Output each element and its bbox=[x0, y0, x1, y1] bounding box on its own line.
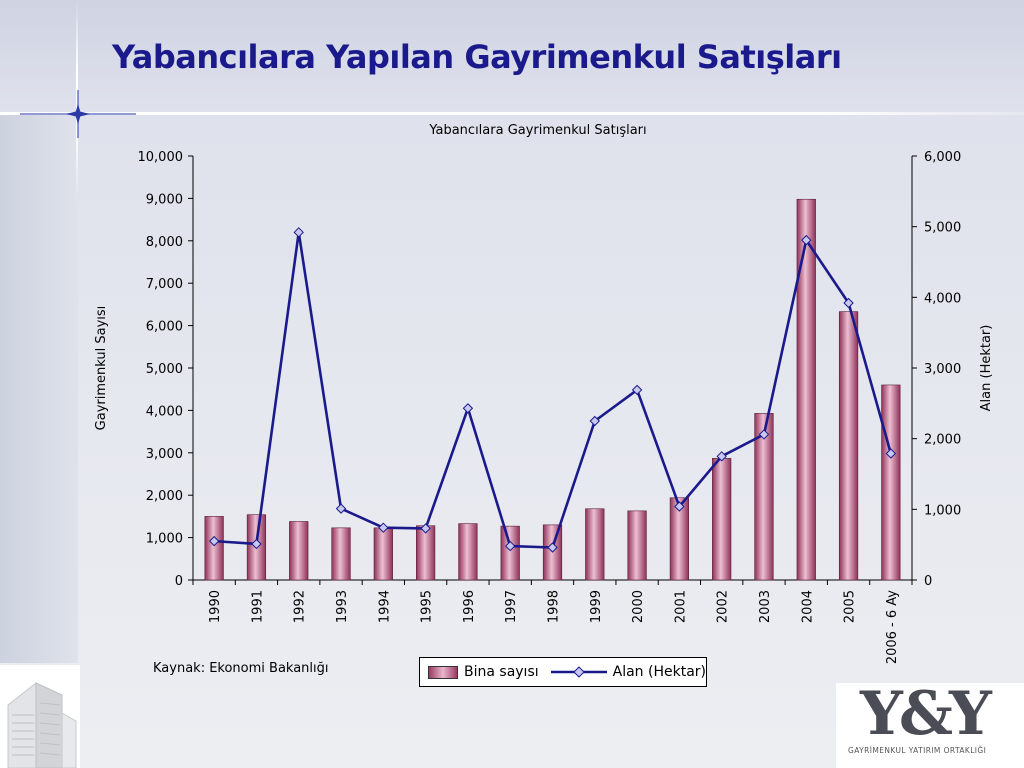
y-left-tick-label: 10,000 bbox=[138, 150, 184, 165]
legend-bar-swatch bbox=[428, 665, 458, 679]
y-left-tick-label: 0 bbox=[175, 574, 183, 589]
header-band bbox=[0, 0, 1024, 113]
x-tick-label: 2002 bbox=[716, 590, 731, 623]
bar bbox=[458, 523, 478, 581]
chart-title: Yabancılara Gayrimenkul Satışları bbox=[428, 123, 646, 138]
bar bbox=[627, 510, 647, 581]
bar bbox=[585, 508, 605, 581]
bar bbox=[881, 384, 901, 581]
y-left-tick-label: 4,000 bbox=[146, 404, 183, 419]
slide-title: Yabancılara Yapılan Gayrimenkul Satışlar… bbox=[112, 38, 842, 76]
legend-label-bars: Bina sayısı bbox=[464, 664, 539, 680]
tick-labels: 0 1,000 2,000 3,000 4,000 5,000 6,000 7,000 8,00… bbox=[138, 150, 962, 664]
line-point bbox=[293, 227, 304, 238]
line-series bbox=[208, 227, 897, 553]
line-point bbox=[335, 503, 347, 514]
y-left-tick-label: 3,000 bbox=[146, 447, 183, 462]
x-tick-label: 2006 - 6 Ay bbox=[885, 590, 900, 664]
line-path bbox=[214, 231, 893, 549]
chart-legend: Bina sayısı Alan (Hektar) bbox=[419, 657, 707, 687]
y-right-tick-label: 3,000 bbox=[924, 362, 961, 377]
line-point bbox=[589, 415, 601, 427]
line-point bbox=[378, 522, 389, 533]
bar-series bbox=[204, 198, 901, 581]
left-decor-strip bbox=[0, 113, 78, 663]
company-logo-subtitle: GAYRİMENKUL YATIRIM ORTAKLIĞI bbox=[848, 746, 987, 755]
x-tick-label: 1992 bbox=[293, 590, 308, 623]
y-left-tick-label: 9,000 bbox=[146, 192, 183, 207]
x-tick-label: 2003 bbox=[758, 590, 773, 623]
bar bbox=[373, 527, 393, 581]
vertical-decor-line bbox=[76, 0, 78, 200]
bar bbox=[712, 458, 732, 581]
company-logo-box bbox=[836, 683, 1024, 768]
y-left-tick-label: 6,000 bbox=[146, 320, 183, 335]
line-point bbox=[716, 451, 727, 462]
x-tick-label: 1997 bbox=[504, 590, 519, 623]
building-logo-icon bbox=[0, 665, 80, 768]
y-right-tick-label: 1,000 bbox=[924, 503, 961, 518]
x-tick-label: 1996 bbox=[462, 590, 477, 623]
bar bbox=[500, 525, 520, 581]
bar bbox=[754, 413, 774, 581]
line-point bbox=[251, 538, 262, 550]
sparkle-icon bbox=[20, 90, 136, 138]
header-divider-line bbox=[0, 112, 1024, 115]
source-note: Kaynak: Ekonomi Bakanlığı bbox=[153, 661, 329, 676]
company-logo-mark: Y&Y bbox=[860, 679, 992, 749]
line-point bbox=[758, 429, 770, 440]
legend-line-swatch bbox=[550, 666, 607, 678]
line-point bbox=[631, 384, 643, 396]
x-tick-label: 2004 bbox=[800, 590, 815, 623]
line-point bbox=[843, 297, 854, 309]
x-tick-label: 1999 bbox=[589, 590, 604, 623]
x-tick-label: 1998 bbox=[547, 590, 562, 623]
y-right-tick-label: 6,000 bbox=[924, 150, 961, 165]
y-right-tick-label: 2,000 bbox=[924, 433, 961, 448]
bar bbox=[204, 516, 224, 581]
bar bbox=[331, 527, 351, 581]
x-tick-label: 2005 bbox=[843, 590, 858, 623]
line-point bbox=[462, 403, 474, 414]
x-tick-label: 2001 bbox=[673, 590, 688, 623]
y-left-tick-label: 7,000 bbox=[146, 277, 183, 292]
y-right-axis-label: Alan (Hektar) bbox=[979, 325, 994, 412]
line-point bbox=[504, 540, 516, 552]
line-point bbox=[420, 523, 431, 534]
y-left-tick-label: 5,000 bbox=[146, 362, 183, 377]
y-right-tick-label: 0 bbox=[924, 574, 932, 589]
chart: Yabancılara Gayrimenkul Satışları Gayrim… bbox=[94, 123, 994, 664]
line-point bbox=[547, 542, 558, 553]
line-point bbox=[208, 535, 220, 547]
bar bbox=[289, 521, 309, 581]
y-left-tick-label: 8,000 bbox=[146, 235, 183, 250]
x-tick-label: 1994 bbox=[377, 590, 392, 623]
line-point bbox=[885, 448, 897, 459]
line-point bbox=[674, 501, 685, 512]
bar bbox=[669, 497, 689, 581]
x-tick-label: 1995 bbox=[420, 590, 435, 623]
legend-label-line: Alan (Hektar) bbox=[612, 664, 707, 680]
x-tick-label: 2000 bbox=[631, 590, 646, 623]
line-point bbox=[801, 234, 812, 246]
bar bbox=[838, 311, 859, 581]
y-right-tick-label: 5,000 bbox=[924, 221, 961, 236]
y-left-tick-label: 1,000 bbox=[146, 532, 183, 547]
y-right-tick-label: 4,000 bbox=[924, 291, 961, 306]
x-tick-label: 1991 bbox=[250, 590, 265, 623]
y-left-axis-label: Gayrimenkul Sayısı bbox=[94, 306, 109, 431]
bar bbox=[796, 198, 816, 581]
x-tick-label: 1993 bbox=[335, 590, 350, 623]
bar bbox=[416, 525, 436, 581]
y-left-tick-label: 2,000 bbox=[146, 489, 183, 504]
x-tick-label: 1990 bbox=[208, 590, 223, 623]
